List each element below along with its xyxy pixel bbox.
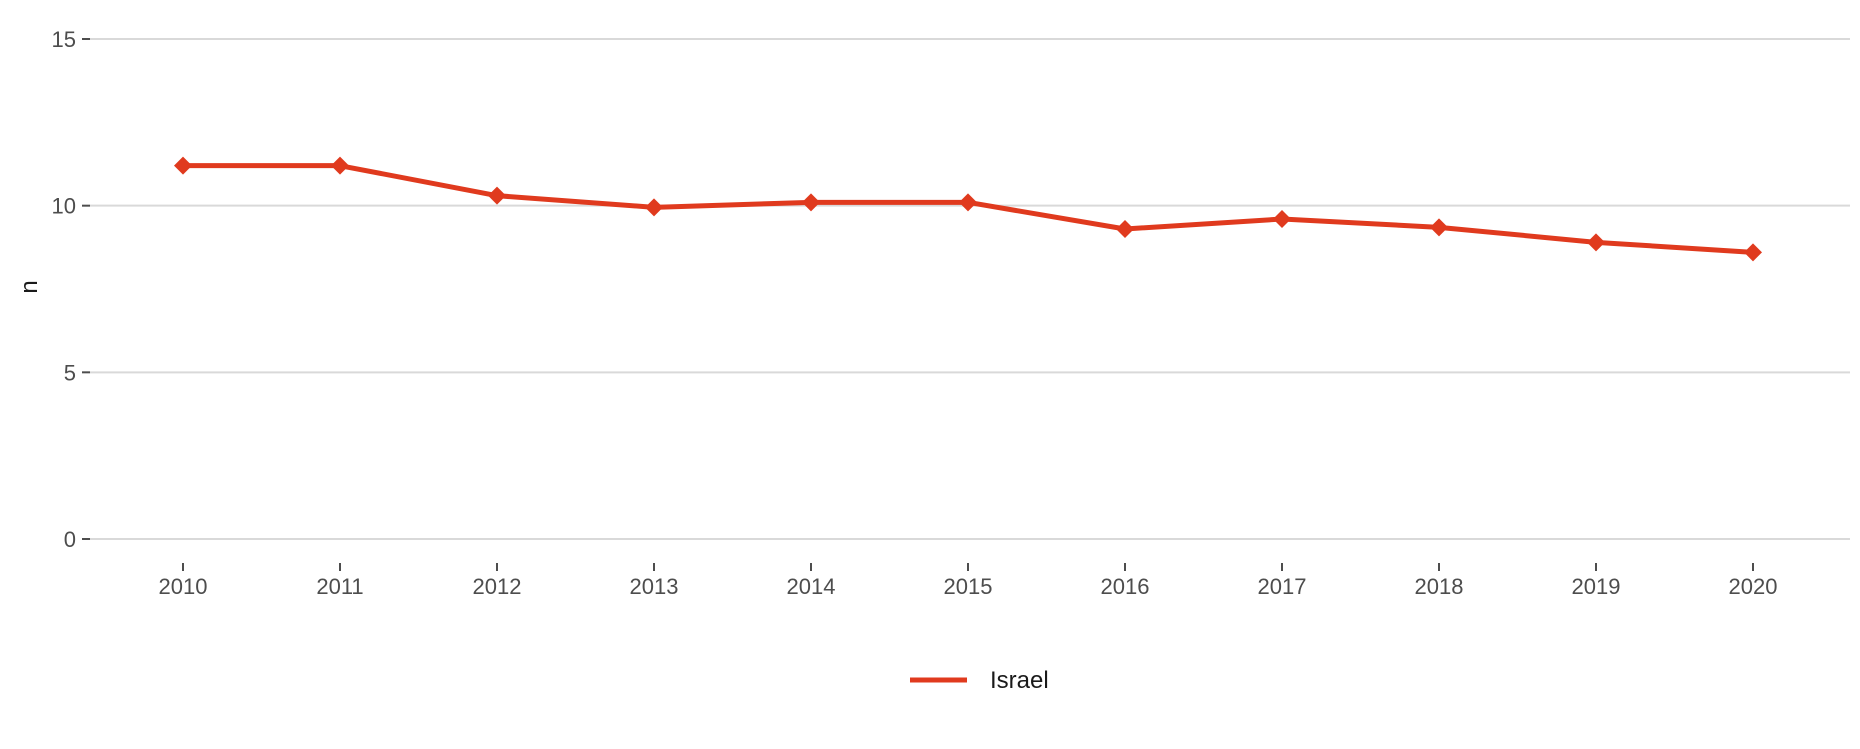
data-point-israel-2010 [174,156,192,175]
x-tick-label-2015: 2015 [944,574,993,599]
x-tick-label-2019: 2019 [1572,574,1621,599]
x-tick-label-2014: 2014 [787,574,836,599]
y-tick-label-15: 15 [52,27,76,52]
data-point-israel-2019 [1587,233,1605,252]
data-point-israel-2015 [959,193,977,212]
x-axis: 2010 2011 2012 2013 2014 2015 2016 2017 2018 2019… [159,563,1778,599]
y-tick-label-0: 0 [64,527,76,552]
x-tick-label-2020: 2020 [1729,574,1778,599]
data-point-israel-2013 [645,198,663,217]
data-point-israel-2012 [488,186,506,205]
x-tick-label-2017: 2017 [1258,574,1307,599]
grid-lines [90,38,1850,540]
data-point-israel-2016 [1116,220,1134,238]
y-tick-label-5: 5 [64,360,76,385]
x-tick-label-2010: 2010 [159,574,208,599]
x-tick-label-2013: 2013 [630,574,679,599]
x-tick-label-2012: 2012 [473,574,522,599]
x-tick-label-2011: 2011 [316,574,363,599]
data-point-israel-2017 [1273,210,1291,228]
series-layer [174,156,1762,262]
y-axis-title: n [16,280,43,293]
x-tick-label-2016: 2016 [1101,574,1150,599]
data-point-israel-2018 [1430,218,1448,237]
y-axis: 0 5 10 15 [52,27,90,552]
data-point-israel-2014 [802,193,820,212]
legend-label-israel: Israel [990,667,1049,694]
y-tick-label-10: 10 [52,194,76,219]
data-point-israel-2011 [331,156,349,175]
legend: Israel [910,667,1049,694]
data-point-israel-2020 [1744,243,1762,262]
x-tick-label-2018: 2018 [1415,574,1464,599]
